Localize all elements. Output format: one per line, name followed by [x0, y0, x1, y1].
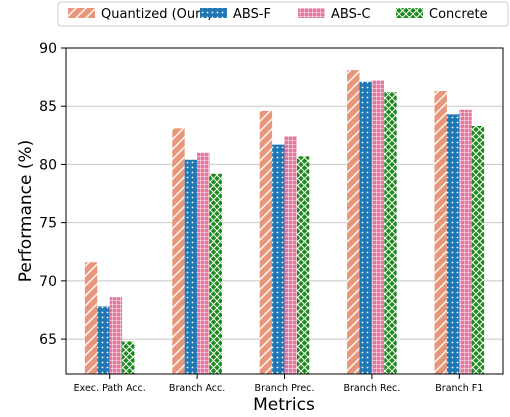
bar: [122, 341, 135, 374]
bar: [471, 126, 485, 374]
y-tick-label: 70: [39, 274, 57, 290]
bar: [284, 136, 297, 374]
bar: [272, 144, 285, 374]
bar: [172, 128, 185, 374]
bar: [359, 81, 372, 374]
x-tick-label: Exec. Path Acc.: [74, 383, 146, 394]
y-axis-label: Performance (%): [16, 140, 36, 283]
legend-swatch: [200, 8, 227, 18]
bar: [259, 110, 273, 374]
y-tick-label: 80: [39, 157, 57, 173]
bar: [347, 70, 360, 374]
bar: [446, 114, 460, 374]
legend-swatch: [396, 8, 423, 18]
y-tick-label: 65: [39, 332, 57, 348]
y-tick-label: 85: [39, 99, 57, 115]
bar: [371, 80, 385, 374]
bar: [184, 159, 198, 374]
legend-label: ABS-F: [233, 7, 271, 22]
bar: [84, 262, 98, 374]
legend-label: Quantized (Ours): [101, 7, 212, 22]
x-axis-label: Metrics: [253, 395, 315, 415]
legend: Quantized (Ours) ABS-F ABS-C Concrete: [57, 1, 509, 27]
x-tick-label: Branch Rec.: [344, 383, 401, 394]
bar: [97, 306, 110, 374]
bar: [434, 91, 447, 374]
bar: [197, 152, 210, 374]
legend-frame: [57, 1, 509, 27]
legend-label: ABS-C: [331, 7, 371, 22]
bar: [296, 156, 310, 374]
bar: [459, 109, 472, 374]
legend-swatch: [68, 8, 95, 18]
y-tick-label: 75: [39, 216, 57, 232]
y-axis: 65 70 75 80 85 90: [39, 41, 66, 348]
x-tick-label: Branch Acc.: [169, 383, 225, 394]
bar: [384, 92, 397, 374]
y-tick-label: 90: [39, 41, 57, 57]
legend-label: Concrete: [429, 7, 488, 22]
bars: [84, 70, 485, 374]
x-axis: Exec. Path Acc. Branch Acc. Branch Prec. Br…: [74, 374, 483, 394]
bar: [109, 297, 123, 374]
x-tick-label: Branch Prec.: [255, 383, 315, 394]
legend-swatch: [298, 8, 325, 18]
bar: [209, 173, 222, 374]
x-tick-label: Branch F1: [435, 383, 483, 394]
